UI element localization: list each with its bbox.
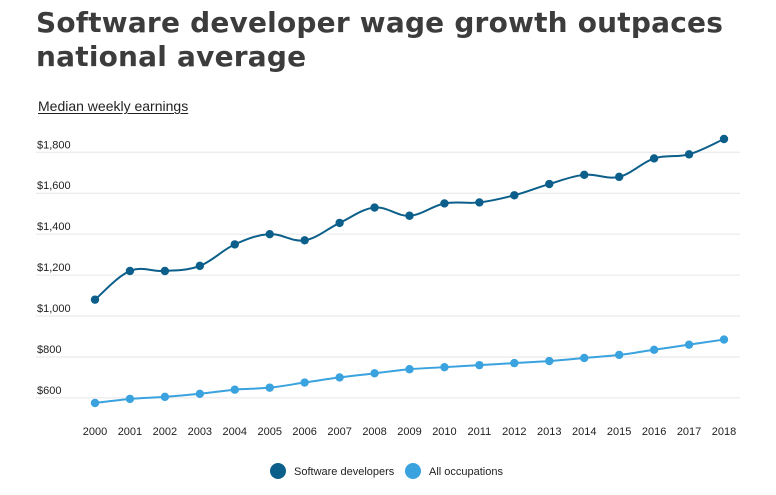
y-tick-label: $1,800 [37, 139, 71, 151]
x-tick-label: 2004 [223, 426, 247, 438]
data-point [649, 154, 659, 163]
data-point [684, 150, 694, 159]
data-point [649, 345, 659, 354]
x-tick-label: 2010 [432, 426, 456, 438]
data-point [90, 398, 100, 408]
series-software-developers [90, 134, 729, 304]
data-point [614, 350, 624, 360]
data-point [614, 172, 624, 182]
chart-title: Software developer wage growth outpaces … [36, 6, 724, 73]
x-tick-label: 2011 [468, 426, 492, 438]
legend-swatch [405, 463, 421, 479]
data-point [370, 369, 379, 378]
x-tick-label: 2007 [327, 426, 351, 438]
data-point [475, 198, 484, 207]
data-point [405, 365, 414, 374]
data-point [335, 373, 344, 382]
data-point [545, 179, 554, 189]
legend-swatch [270, 463, 286, 479]
x-tick-label: 2018 [712, 426, 736, 438]
data-point [195, 389, 205, 398]
grid-lines [36, 151, 740, 399]
data-point [475, 360, 484, 370]
data-point [545, 356, 554, 366]
x-tick-label: 2005 [257, 426, 281, 438]
data-point [405, 211, 414, 220]
y-axis-ticks: $600 $800 $1,000 $1,200 $1,400 $1,600 $1,800 [37, 139, 71, 397]
data-point [300, 378, 309, 387]
y-tick-label: $1,200 [37, 262, 71, 274]
x-tick-label: 2013 [537, 426, 561, 438]
y-tick-label: $600 [37, 385, 61, 397]
data-point [510, 358, 519, 368]
x-tick-label: 2000 [83, 426, 107, 438]
x-tick-label: 2006 [292, 426, 316, 438]
data-point [160, 266, 170, 276]
y-tick-label: $1,400 [37, 221, 71, 233]
x-tick-label: 2014 [572, 426, 596, 438]
series-all-occupations [90, 335, 729, 408]
data-point [719, 134, 729, 144]
series-lines [90, 134, 729, 408]
x-tick-label: 2002 [153, 426, 177, 438]
x-tick-label: 2008 [362, 426, 386, 438]
data-point [440, 199, 449, 208]
chart-subtitle: Median weekly earnings [38, 98, 189, 114]
y-tick-label: $1,000 [37, 303, 71, 315]
legend-item-all-occupations: All occupations [405, 463, 503, 479]
x-tick-label: 2001 [118, 426, 142, 438]
x-tick-label: 2009 [397, 426, 421, 438]
data-point [265, 229, 274, 239]
data-point [230, 240, 239, 249]
legend-label: All occupations [429, 466, 503, 478]
data-point [90, 295, 100, 304]
data-point [125, 394, 135, 404]
y-tick-label: $800 [37, 344, 61, 356]
x-tick-label: 2016 [642, 426, 666, 438]
data-point [580, 170, 589, 180]
data-point [440, 362, 449, 372]
legend-label: Software developers [294, 466, 395, 478]
x-tick-label: 2015 [607, 426, 631, 438]
data-point [510, 191, 519, 200]
data-point [230, 385, 239, 394]
x-tick-label: 2017 [677, 426, 701, 438]
x-axis-ticks: 2000 2001 2002 2003 2004 2005 2006 2007 2008 2009… [83, 426, 736, 438]
x-tick-label: 2012 [502, 426, 526, 438]
data-point [370, 203, 379, 212]
data-point [160, 392, 170, 402]
legend-item-software-developers: Software developers [270, 463, 395, 479]
y-tick-label: $1,600 [37, 180, 71, 192]
data-point [335, 218, 344, 228]
data-point [300, 236, 309, 245]
data-point [125, 266, 135, 276]
data-point [684, 340, 694, 349]
legend: Software developers All occupations [270, 463, 503, 479]
data-point [580, 353, 589, 363]
data-point [719, 335, 729, 344]
data-point [265, 383, 274, 392]
data-point [195, 261, 205, 271]
x-tick-label: 2003 [188, 426, 212, 438]
